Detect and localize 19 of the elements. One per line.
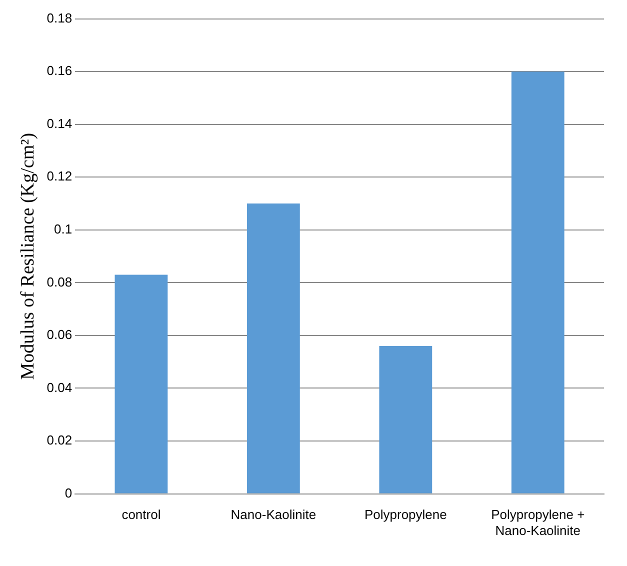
- y-tick-label: 0.06: [46, 327, 72, 342]
- y-tick-label: 0.08: [46, 274, 72, 290]
- y-axis-title: Modulus of Resiliance (Kg/cm²): [17, 132, 38, 380]
- bar: [114, 274, 168, 494]
- x-tick-label: Nano-Kaolinite: [230, 507, 316, 522]
- bar: [246, 204, 300, 494]
- y-tick-label: 0.16: [46, 63, 72, 78]
- y-tick-label: 0.02: [46, 432, 72, 448]
- bar: [511, 72, 564, 494]
- y-tick-label: 0.14: [46, 116, 72, 131]
- x-tick-label: Polypropylene + Nano-Kaolinite: [491, 507, 585, 538]
- y-tick-label: 0.12: [46, 168, 72, 184]
- bar: [379, 346, 432, 494]
- x-tick-label: Polypropylene: [364, 507, 447, 522]
- y-tick-label: 0.18: [46, 10, 72, 26]
- x-tick-label: control: [122, 507, 161, 522]
- y-tick-label: 0.04: [46, 380, 72, 395]
- y-tick-label: 0: [64, 485, 72, 500]
- y-tick-label: 0.1: [54, 221, 72, 236]
